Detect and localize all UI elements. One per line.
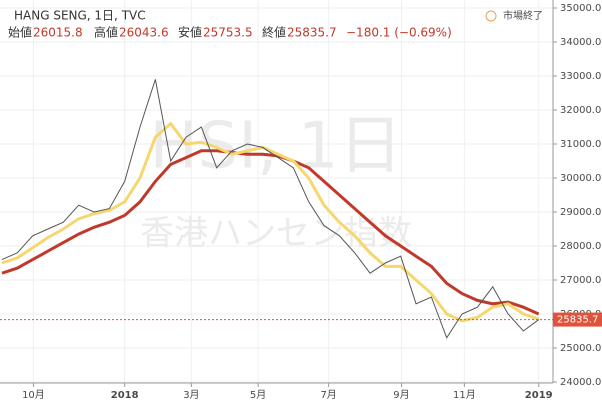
y-tick-label: 32000.0 [560,105,601,116]
x-tick-label: 3月 [183,389,199,401]
x-tick-label: 2019 [525,390,553,401]
x-tick-label: 5月 [250,389,266,401]
last-price-label: 25835.7 [557,315,598,326]
y-tick-label: 24000.0 [560,377,601,388]
open: 26015.8 [33,26,83,40]
last-price-badge [553,312,602,327]
symbol[interactable]: HANG SENG, 1日, TVC [14,9,146,23]
high-label: 高値 [94,25,118,40]
x-tick-label: 7月 [320,389,336,401]
series-line [1,79,540,339]
y-tick-label: 35000.0 [560,3,601,14]
watermark-ticker: HSI, 1日 [149,110,402,184]
x-tick-label: 10月 [22,389,45,401]
close-label: 終値 [262,25,286,40]
high: 26043.6 [119,26,169,40]
status: 市場終了 [503,9,543,22]
y-tick-label: 33000.0 [560,71,601,82]
watermark-name: 香港ハンセン指数 [140,214,412,254]
x-tick-label: 9月 [393,389,409,401]
x-tick-label: 11月 [453,389,476,401]
y-tick-label: 27000.0 [560,275,601,286]
series-line [1,149,540,316]
low-label: 安値 [178,25,202,40]
change: −180.1 (−0.69%) [346,26,452,40]
low: 25753.5 [203,26,253,40]
x-tick-label: 2018 [111,390,139,401]
y-tick-label: 30000.0 [560,173,601,184]
y-tick-label: 29000.0 [560,207,601,218]
y-tick-label: 34000.0 [560,37,601,48]
y-tick-label: 28000.0 [560,241,601,252]
open-label: 始値 [8,25,32,40]
y-tick-label: 25000.0 [560,343,601,354]
y-tick-label: 31000.0 [560,139,601,150]
close: 25835.7 [287,26,337,40]
series-line [1,121,540,323]
status-icon [485,10,497,22]
